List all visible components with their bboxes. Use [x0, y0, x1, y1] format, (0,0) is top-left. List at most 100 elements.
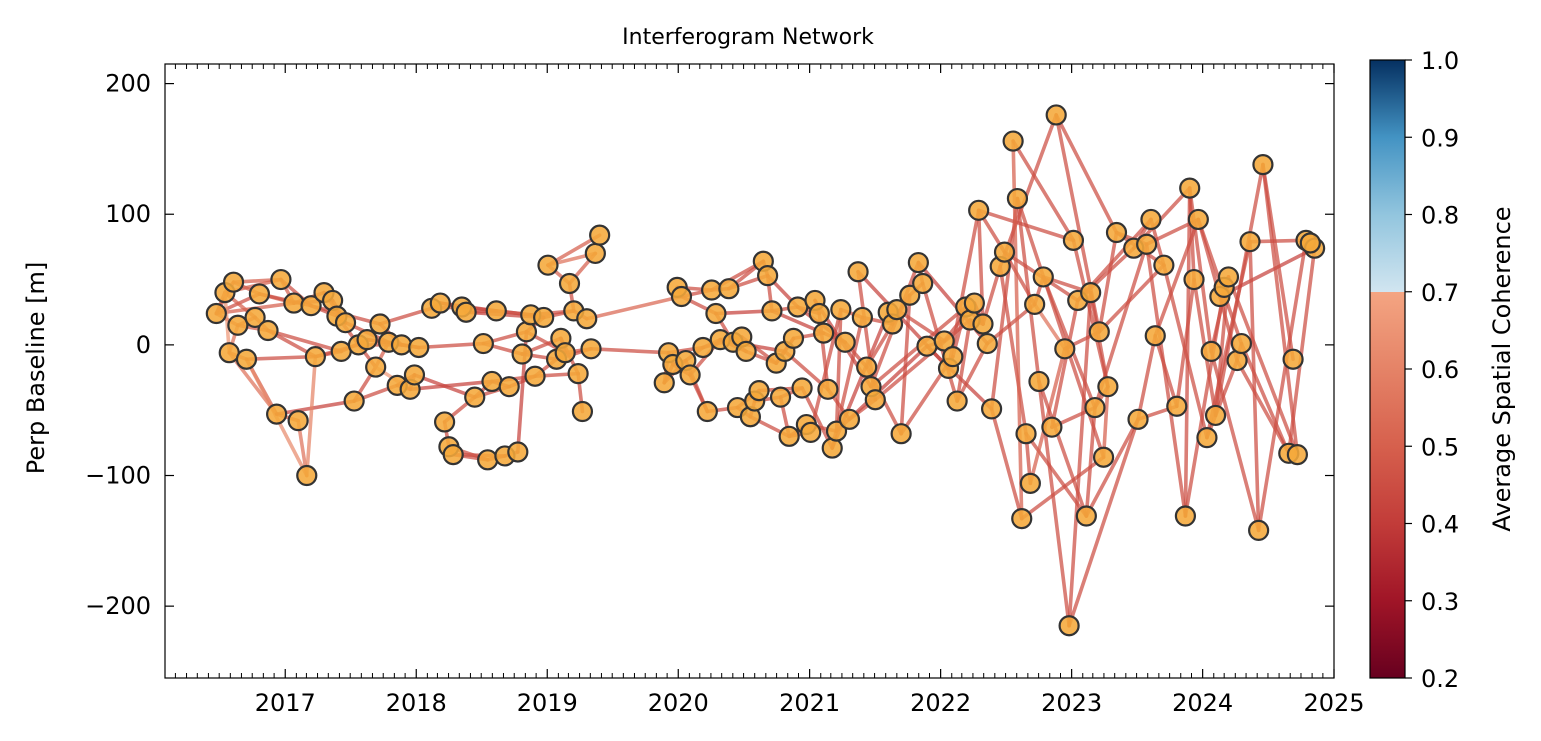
network-node — [1041, 416, 1063, 438]
network-node — [576, 308, 598, 330]
network-node — [761, 300, 783, 322]
network-edge — [800, 386, 835, 450]
network-edge — [955, 341, 990, 403]
x-tick-label: 2025 — [1303, 689, 1364, 717]
network-node — [507, 441, 529, 463]
network-edge — [998, 264, 1028, 436]
network-node — [769, 386, 792, 408]
network-edge — [1226, 275, 1300, 457]
network-edge — [1067, 417, 1140, 628]
network-node — [972, 313, 994, 335]
network-node — [356, 329, 378, 351]
network-node — [1183, 268, 1205, 291]
x-tick-label: 2019 — [517, 689, 578, 717]
network-node — [429, 292, 451, 314]
network-edge — [1136, 333, 1158, 422]
network-node — [537, 254, 559, 276]
network-node — [455, 301, 477, 323]
network-node — [976, 332, 998, 355]
colorbar-tick-label: 0.3 — [1421, 588, 1459, 616]
network-node — [511, 343, 533, 365]
network-node — [838, 408, 861, 430]
network-node — [1105, 221, 1128, 244]
network-node — [808, 302, 830, 325]
network-node — [408, 336, 430, 359]
network-node — [1058, 615, 1080, 637]
network-node — [1282, 348, 1304, 370]
network-node — [1144, 325, 1166, 347]
network-edge — [1011, 139, 1076, 243]
network-node — [1196, 427, 1218, 449]
network-node — [899, 284, 921, 306]
network-node — [834, 331, 856, 353]
network-node — [993, 241, 1016, 263]
network-node — [864, 389, 886, 411]
network-node — [227, 314, 249, 336]
colorbar-gradient — [1369, 59, 1406, 679]
network-node — [584, 242, 606, 265]
colorbar-tick-label: 0.9 — [1421, 124, 1459, 152]
colorbar-label: Average Spatial Coherence — [1488, 206, 1516, 531]
network-node — [1084, 396, 1106, 419]
network-edge — [1015, 196, 1041, 384]
network-node — [296, 464, 318, 487]
network-node — [907, 251, 929, 274]
network-node — [946, 390, 968, 412]
network-edge — [1248, 239, 1261, 533]
network-node — [856, 356, 878, 378]
network-node — [403, 364, 426, 386]
network-node — [890, 423, 912, 445]
network-node — [1166, 395, 1188, 417]
network-edge — [989, 407, 1024, 521]
network-edge — [408, 379, 494, 392]
network-edge — [1084, 417, 1140, 518]
network-node — [757, 265, 779, 287]
network-node — [1045, 104, 1067, 126]
network-node — [369, 313, 391, 335]
network-node — [343, 390, 365, 412]
network-node — [1179, 177, 1201, 199]
network-node — [300, 295, 322, 317]
network-node — [1088, 321, 1110, 343]
y-tick-label: 0 — [136, 331, 151, 359]
network-node — [1140, 208, 1162, 231]
y-tick-label: 200 — [105, 70, 151, 98]
network-node — [916, 335, 938, 357]
network-node — [1028, 370, 1050, 393]
network-node — [1217, 266, 1240, 288]
network-node — [589, 224, 611, 246]
network-edge — [1084, 405, 1097, 518]
network-node — [851, 306, 873, 329]
colorbar-tick-label: 1.0 — [1421, 47, 1459, 75]
chart-title: Interferogram Network — [622, 25, 874, 50]
network-node — [963, 292, 985, 314]
network-node — [472, 332, 494, 355]
network-node — [567, 363, 589, 385]
network-edge — [1097, 230, 1119, 334]
plot-frame — [164, 63, 1335, 679]
network-node — [533, 306, 555, 329]
network-node — [283, 292, 305, 314]
colorbar-tick-label: 0.4 — [1421, 511, 1459, 539]
network-node — [1062, 229, 1085, 251]
network-node — [718, 278, 740, 300]
x-axis-ticks: 2017 2018 2019 2020 2021 2022 2023 2024 2025 — [164, 64, 1365, 717]
colorbar-tick-label: 0.2 — [1421, 665, 1459, 693]
network-node — [1252, 153, 1274, 176]
network-node — [912, 272, 934, 295]
network-node — [1136, 233, 1158, 255]
network-node — [580, 338, 602, 360]
network-node — [433, 411, 456, 433]
network-node — [1097, 376, 1119, 398]
network-node — [481, 370, 503, 393]
network-node — [1248, 519, 1270, 541]
network-node — [571, 400, 594, 423]
network-node — [653, 372, 675, 394]
network-edge — [998, 113, 1058, 269]
network-node — [266, 403, 288, 425]
network-node — [1187, 208, 1209, 231]
network-node — [334, 312, 357, 334]
network-edge — [589, 346, 671, 355]
network-node — [1127, 408, 1149, 430]
